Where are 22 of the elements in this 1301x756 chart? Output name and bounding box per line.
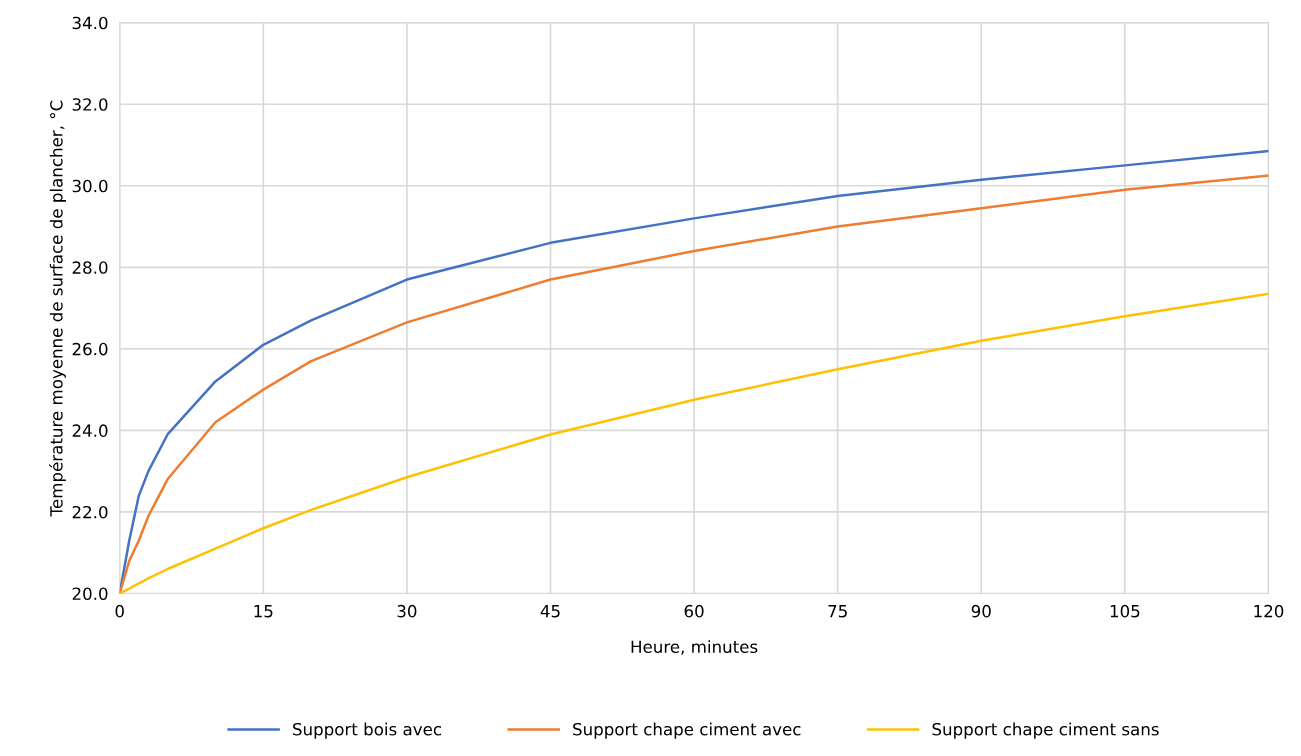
x-tick-label: 30 (397, 604, 417, 618)
y-tick-label: 26.0 (72, 342, 108, 356)
y-tick-label: 22.0 (72, 505, 108, 519)
x-tick-label: 105 (1110, 604, 1140, 618)
x-tick-label: 45 (540, 605, 560, 618)
x-tick-label: 75 (828, 605, 847, 618)
y-tick-label: 28.0 (72, 261, 108, 274)
x-tick-label: 0 (115, 604, 124, 618)
y-tick-label: 32.0 (72, 98, 108, 111)
y-tick-label: 34.0 (72, 16, 108, 30)
legend-label: Support bois avec (293, 722, 441, 739)
x-tick-label: 90 (971, 604, 991, 618)
y-tick-label: 24.0 (72, 424, 108, 437)
y-tick-label: 20.0 (72, 587, 108, 601)
x-tick-label: 120 (1254, 604, 1284, 618)
y-axis-title: Température moyenne de surface de plancher, °C (49, 100, 66, 517)
legend-label: Support chape ciment avec (573, 722, 801, 739)
legend-label: Support chape ciment sans (932, 722, 1159, 739)
x-tick-label: 60 (684, 604, 704, 618)
y-tick-label: 30.0 (72, 179, 108, 193)
x-tick-label: 15 (254, 605, 273, 618)
x-axis-title: Heure, minutes (631, 640, 758, 655)
